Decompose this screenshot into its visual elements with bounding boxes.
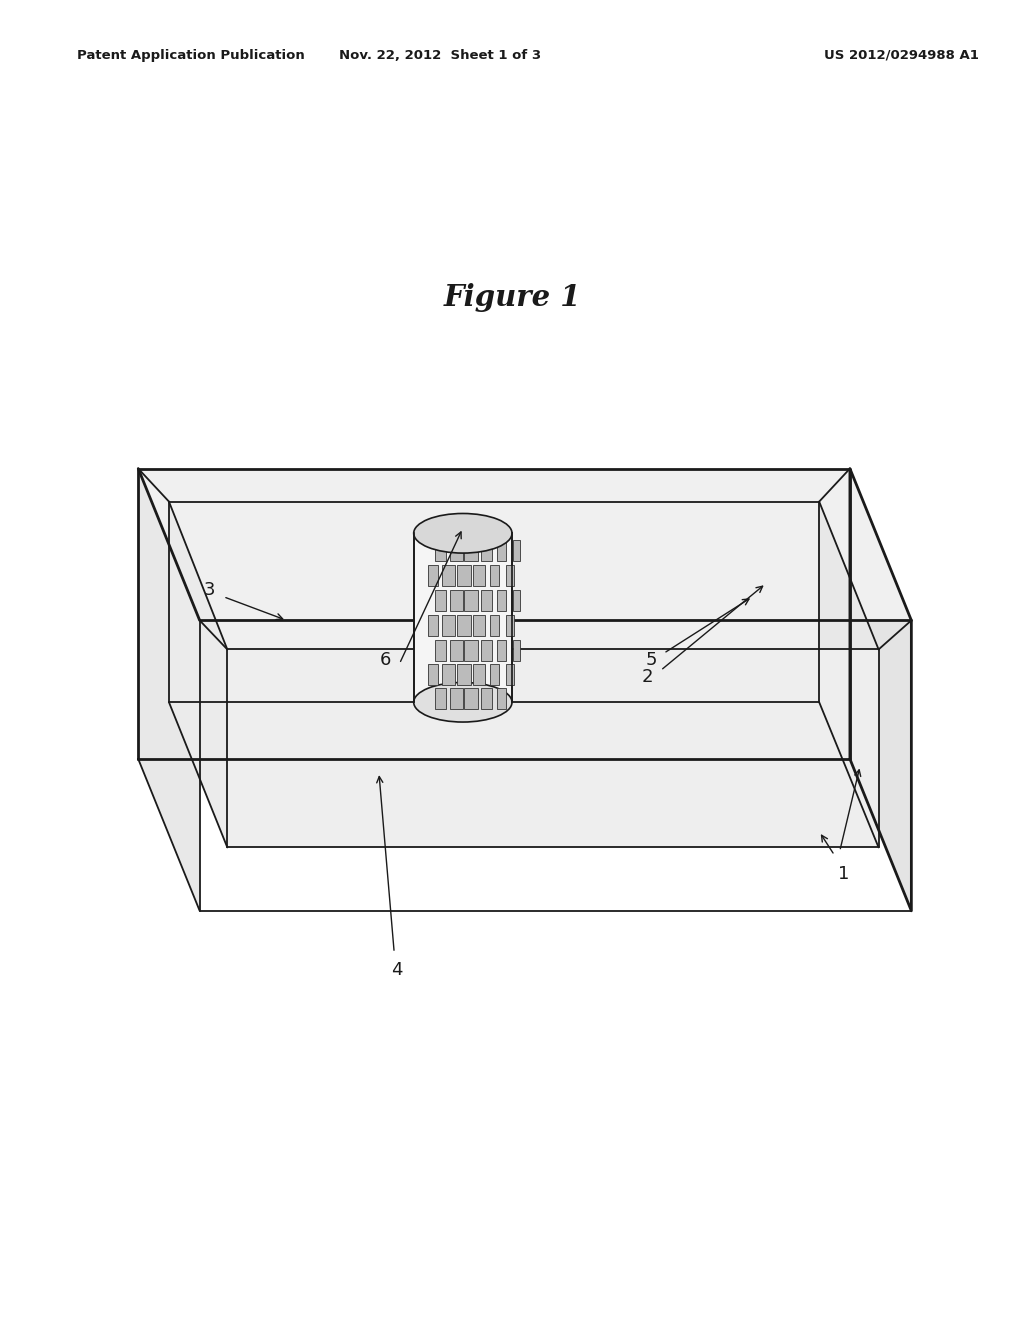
Polygon shape [435, 688, 445, 709]
Polygon shape [138, 469, 850, 759]
Polygon shape [481, 640, 492, 661]
Text: 4: 4 [391, 961, 403, 979]
Polygon shape [450, 590, 464, 611]
Polygon shape [457, 565, 471, 586]
Polygon shape [435, 540, 445, 561]
Polygon shape [169, 502, 227, 847]
Polygon shape [450, 640, 464, 661]
Text: 5: 5 [646, 651, 657, 669]
Polygon shape [498, 540, 506, 561]
Polygon shape [513, 540, 519, 561]
Polygon shape [498, 688, 506, 709]
Polygon shape [169, 702, 879, 847]
Polygon shape [138, 469, 200, 911]
Polygon shape [465, 640, 477, 661]
Polygon shape [442, 615, 455, 636]
Text: 1: 1 [838, 865, 849, 883]
Polygon shape [489, 615, 500, 636]
Polygon shape [481, 688, 492, 709]
Polygon shape [428, 565, 438, 586]
Text: 2: 2 [642, 668, 653, 686]
Ellipse shape [414, 682, 512, 722]
Polygon shape [819, 502, 879, 847]
Text: Figure 1: Figure 1 [443, 282, 581, 312]
Polygon shape [442, 664, 455, 685]
Polygon shape [473, 664, 485, 685]
Polygon shape [428, 615, 438, 636]
Polygon shape [428, 664, 438, 685]
Polygon shape [138, 469, 911, 620]
Text: Nov. 22, 2012  Sheet 1 of 3: Nov. 22, 2012 Sheet 1 of 3 [339, 49, 542, 62]
Polygon shape [513, 640, 519, 661]
Polygon shape [489, 565, 500, 586]
Polygon shape [435, 640, 445, 661]
Ellipse shape [414, 513, 512, 553]
Polygon shape [506, 664, 514, 685]
Polygon shape [481, 590, 492, 611]
Polygon shape [506, 615, 514, 636]
Text: 3: 3 [204, 581, 215, 599]
Polygon shape [489, 664, 500, 685]
Polygon shape [450, 688, 464, 709]
Polygon shape [498, 640, 506, 661]
Polygon shape [465, 540, 477, 561]
Polygon shape [414, 533, 512, 702]
Polygon shape [850, 469, 911, 911]
Polygon shape [450, 540, 464, 561]
Text: US 2012/0294988 A1: US 2012/0294988 A1 [823, 49, 979, 62]
Polygon shape [457, 664, 471, 685]
Polygon shape [473, 565, 485, 586]
Polygon shape [457, 615, 471, 636]
Polygon shape [465, 688, 477, 709]
Polygon shape [169, 502, 819, 702]
Polygon shape [465, 590, 477, 611]
Polygon shape [473, 615, 485, 636]
Polygon shape [513, 590, 519, 611]
Polygon shape [481, 540, 492, 561]
Polygon shape [498, 590, 506, 611]
Polygon shape [227, 649, 879, 847]
Polygon shape [506, 565, 514, 586]
Text: Patent Application Publication: Patent Application Publication [77, 49, 304, 62]
Text: 6: 6 [380, 651, 391, 669]
Polygon shape [435, 590, 445, 611]
Polygon shape [442, 565, 455, 586]
